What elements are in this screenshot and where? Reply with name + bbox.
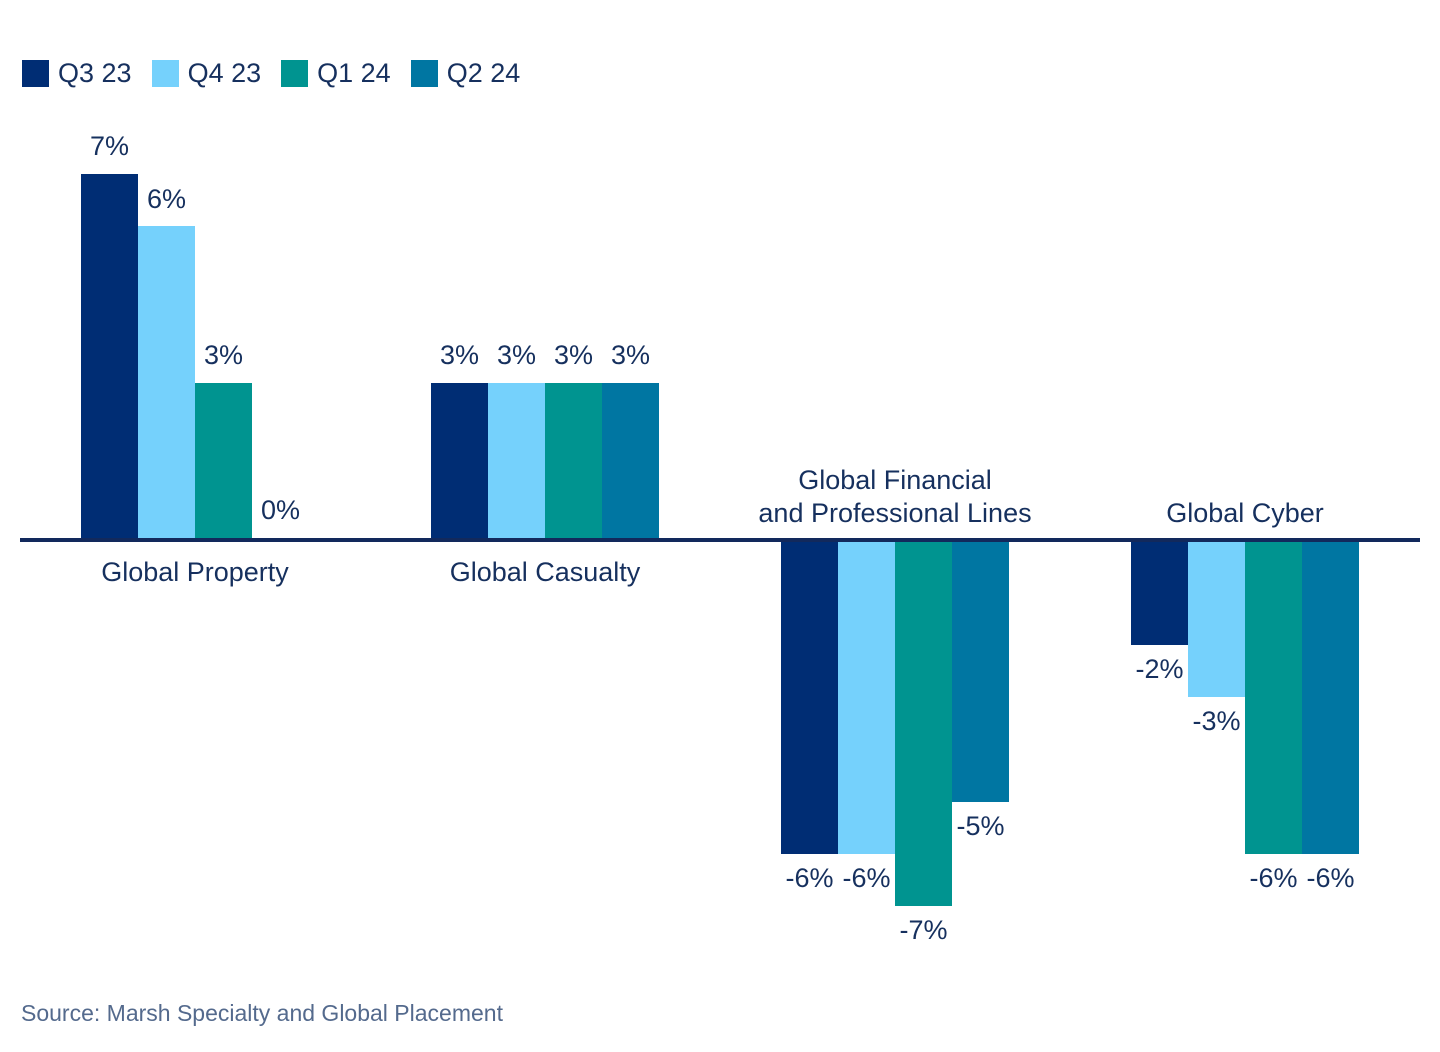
category-label-line: and Professional Lines	[758, 498, 1032, 529]
value-label-q3-23-global-property: 7%	[89, 131, 130, 162]
legend-swatch-q3-23	[22, 60, 49, 87]
category-label-line: Global Financial	[798, 465, 992, 496]
value-label-q4-23-global-cyber: -3%	[1192, 705, 1241, 736]
bar-q3-23-global-cyber	[1131, 540, 1188, 645]
value-label-q1-24-global-property: 3%	[203, 340, 244, 371]
bar-q1-24-global-casualty	[545, 383, 602, 540]
value-label-q4-23-global-property: 6%	[146, 183, 187, 214]
bar-q3-23-global-casualty	[431, 383, 488, 540]
legend-swatch-q2-24	[410, 60, 438, 87]
legend-label-q3-23: Q3 23	[58, 58, 132, 88]
bar-q4-23-global-financial-and-professional-lines	[838, 540, 895, 854]
x-axis-line	[20, 538, 1420, 542]
bar-q4-23-global-property	[138, 226, 195, 540]
legend-swatch-q1-24	[281, 60, 309, 87]
value-label-q1-24-global-casualty: 3%	[553, 340, 594, 371]
source-note: Source: Marsh Specialty and Global Place…	[21, 1000, 503, 1026]
bar-q2-24-global-casualty	[602, 383, 659, 540]
category-label-line: Global Property	[101, 557, 289, 587]
category-label-line: Global Casualty	[449, 557, 641, 587]
legend-label-q2-24: Q2 24	[446, 58, 521, 88]
value-label-q2-24-global-financial-and-professional-lines: -5%	[956, 810, 1005, 841]
value-label-q2-24-global-property: 0%	[260, 495, 301, 526]
value-label-q1-24-global-cyber: -6%	[1249, 862, 1298, 893]
value-label-q4-23-global-casualty: 3%	[496, 340, 537, 371]
value-label-q3-23-global-financial-and-professional-lines: -6%	[785, 862, 834, 893]
bar-q4-23-global-cyber	[1188, 540, 1245, 697]
category-label-global-cyber: Global Cyber	[1070, 497, 1420, 530]
legend-item-q4-23: Q4 23	[151, 58, 262, 89]
category-label-global-financial-and-professional-lines: Global Financial and Professional Lines	[720, 464, 1070, 530]
legend-label-q4-23: Q4 23	[187, 58, 262, 88]
value-label-q3-23-global-casualty: 3%	[439, 340, 480, 371]
bar-q1-24-global-financial-and-professional-lines	[895, 540, 952, 907]
legend-item-q2-24: Q2 24	[410, 58, 521, 89]
legend-item-q3-23: Q3 23	[22, 58, 132, 89]
bar-q2-24-global-financial-and-professional-lines	[952, 540, 1009, 802]
value-label-q4-23-global-financial-and-professional-lines: -6%	[842, 862, 891, 893]
value-label-q2-24-global-casualty: 3%	[610, 340, 651, 371]
category-label-global-property: Global Property	[20, 556, 370, 589]
bar-q1-24-global-cyber	[1245, 540, 1302, 854]
legend: Q3 23 Q4 23 Q1 24 Q2 24	[22, 58, 520, 89]
legend-label-q1-24: Q1 24	[317, 58, 391, 88]
value-label-q3-23-global-cyber: -2%	[1135, 653, 1184, 684]
bar-q2-24-global-cyber	[1302, 540, 1359, 854]
category-label-line: Global Cyber	[1166, 498, 1324, 529]
category-label-global-casualty: Global Casualty	[370, 556, 720, 589]
value-label-q1-24-global-financial-and-professional-lines: -7%	[899, 915, 948, 946]
bar-q3-23-global-financial-and-professional-lines	[781, 540, 838, 854]
bar-q1-24-global-property	[195, 383, 252, 540]
value-label-q2-24-global-cyber: -6%	[1306, 862, 1355, 893]
bar-q4-23-global-casualty	[488, 383, 545, 540]
legend-item-q1-24: Q1 24	[281, 58, 391, 89]
legend-swatch-q4-23	[151, 60, 179, 87]
bar-q3-23-global-property	[81, 173, 138, 540]
